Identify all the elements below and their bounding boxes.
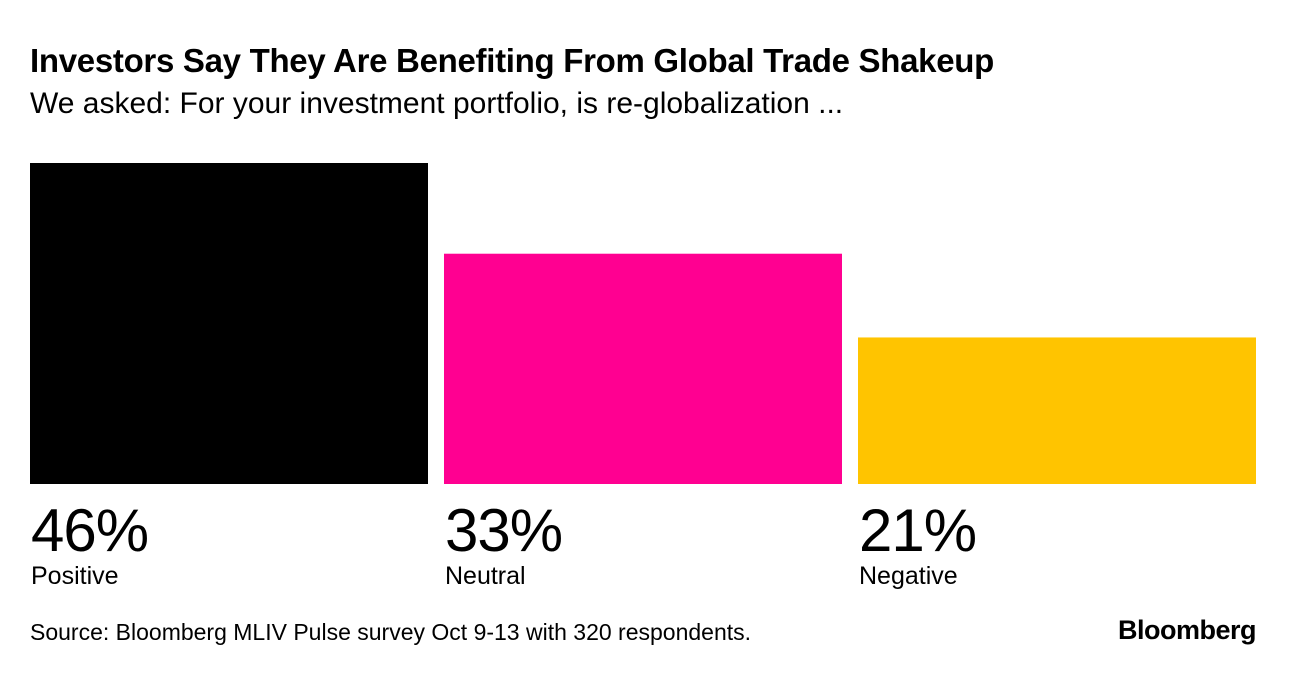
category-label: Positive [31, 562, 119, 590]
category-label: Neutral [445, 562, 526, 590]
chart-subtitle: We asked: For your investment portfolio,… [30, 87, 844, 120]
bloomberg-logo: Bloomberg [1117, 615, 1257, 645]
bar-negative [858, 337, 1256, 484]
source-note: Source: Bloomberg MLIV Pulse survey Oct … [30, 619, 752, 645]
value-label: 46% [31, 497, 148, 564]
value-label: 33% [445, 497, 562, 564]
value-label: 21% [859, 497, 976, 564]
bar-neutral [444, 253, 842, 484]
category-label: Negative [859, 562, 958, 590]
bar-positive [30, 163, 428, 484]
chart-title: Investors Say They Are Benefiting From G… [30, 42, 995, 79]
